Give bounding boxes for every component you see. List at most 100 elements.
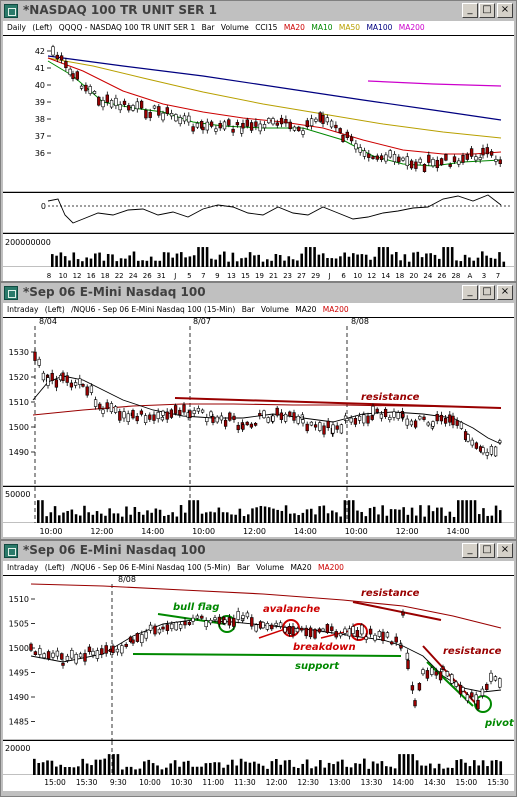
- candle-body: [148, 414, 152, 420]
- 5min-price-panel[interactable]: 1510 1505 1500 1495 1490 1485 8/08 bull flag …: [3, 575, 515, 740]
- minimize-button[interactable]: _: [462, 285, 478, 300]
- volume-bar: [455, 760, 459, 775]
- candle-body: [222, 121, 227, 130]
- candle-body: [354, 143, 358, 150]
- candle-body: [191, 617, 195, 622]
- candle-body: [261, 622, 265, 629]
- candle-body: [341, 134, 345, 142]
- volume-bar: [442, 247, 445, 267]
- candle-body: [245, 421, 249, 426]
- candle-body: [345, 418, 349, 421]
- candle-body: [357, 415, 362, 421]
- 15min-price-panel[interactable]: 1530 1520 1510 1500 1490 8/04 8/07 8/08 resi…: [3, 317, 514, 486]
- candle-body: [450, 674, 454, 684]
- 5min-volume-svg: 20000: [5, 741, 503, 775]
- candle-body: [326, 420, 330, 429]
- time-tick-label: 12:00: [243, 527, 266, 536]
- candle-body: [258, 123, 262, 132]
- candle-body: [174, 114, 178, 122]
- info-volume: Volume: [260, 305, 289, 314]
- candle-body: [325, 117, 329, 123]
- candle-body: [489, 446, 494, 455]
- candle-body: [405, 652, 410, 660]
- minimize-button[interactable]: _: [462, 543, 478, 558]
- time-tick-label: 24: [129, 272, 138, 280]
- maximize-button[interactable]: □: [479, 543, 495, 558]
- volume-bar: [436, 507, 439, 523]
- candle-body: [466, 434, 470, 442]
- candle-body: [410, 685, 415, 691]
- close-button[interactable]: ×: [497, 3, 513, 18]
- candle-body: [304, 627, 308, 637]
- candle-body: [470, 692, 474, 698]
- 5min-chart-window: *Sep 06 E-Mini Nasdaq 100 _ □ × Intraday…: [0, 540, 517, 797]
- candle-body: [292, 412, 296, 421]
- volume-bar: [74, 514, 78, 523]
- minimize-button[interactable]: _: [462, 3, 478, 18]
- title-bar[interactable]: *NASDAQ 100 TR UNIT SER 1 _ □ ×: [1, 1, 516, 21]
- volume-bar: [255, 507, 258, 523]
- candle-body: [74, 654, 78, 664]
- volume-bar: [145, 260, 149, 267]
- volume-bar: [167, 514, 170, 523]
- candle-body: [431, 421, 435, 427]
- volume-bar: [151, 763, 155, 775]
- maximize-button[interactable]: □: [479, 3, 495, 18]
- candle-body: [188, 410, 192, 418]
- candle-body: [223, 619, 227, 624]
- candle-body: [227, 617, 232, 626]
- volume-bar: [385, 515, 389, 523]
- volume-bar: [403, 254, 407, 267]
- candle-body: [399, 645, 403, 649]
- volume-bar: [217, 507, 221, 523]
- candle-body: [169, 112, 174, 117]
- time-tick-label: 7: [201, 272, 205, 280]
- cci-zero-label: 0: [41, 202, 46, 211]
- volume-bar: [231, 759, 234, 775]
- time-tick-label: 22: [115, 272, 124, 280]
- volume-bar: [270, 260, 273, 267]
- volume-bar: [137, 260, 140, 267]
- daily-price-panel[interactable]: 42 41 40 39 38 37 36: [3, 35, 514, 191]
- volume-bar: [143, 761, 146, 775]
- candle-body: [209, 411, 213, 417]
- close-button[interactable]: ×: [497, 543, 513, 558]
- candle-body: [111, 645, 115, 654]
- candle-body: [51, 652, 55, 658]
- volume-bar: [419, 505, 422, 523]
- volume-bar: [270, 761, 274, 775]
- legend-ma200: MA200: [398, 23, 425, 32]
- title-bar[interactable]: *Sep 06 E-Mini Nasdaq 100 _ □ ×: [1, 283, 516, 303]
- candle-body: [375, 155, 379, 160]
- candle-body: [160, 416, 165, 421]
- volume-bar: [81, 758, 85, 775]
- resistance-label-1: resistance: [361, 588, 420, 599]
- candle-body: [388, 150, 392, 158]
- volume-bar: [115, 261, 119, 267]
- candle-body: [232, 415, 236, 420]
- volume-bar: [142, 514, 145, 523]
- volume-bar: [146, 510, 149, 523]
- volume-bar: [293, 513, 296, 523]
- time-tick-label: 18: [101, 272, 110, 280]
- maximize-button[interactable]: □: [479, 285, 495, 300]
- volume-bar: [239, 758, 243, 775]
- close-button[interactable]: ×: [497, 285, 513, 300]
- candle-body: [283, 627, 287, 633]
- price-tick-label: 1500: [9, 423, 29, 432]
- candle-body: [305, 423, 309, 432]
- candle-body: [152, 414, 156, 421]
- volume-bar: [162, 252, 166, 267]
- candle-body: [33, 351, 37, 361]
- candle-body: [135, 101, 139, 110]
- volume-bar: [402, 754, 406, 775]
- volume-bar: [85, 257, 88, 267]
- candle-body: [271, 118, 275, 125]
- volume-bar: [279, 764, 283, 775]
- candle-body: [454, 681, 458, 687]
- candle-body: [195, 615, 200, 619]
- title-bar[interactable]: *Sep 06 E-Mini Nasdaq 100 _ □ ×: [1, 541, 516, 561]
- volume-bar: [235, 765, 239, 775]
- volume-bar: [280, 510, 284, 523]
- candle-body: [498, 678, 502, 688]
